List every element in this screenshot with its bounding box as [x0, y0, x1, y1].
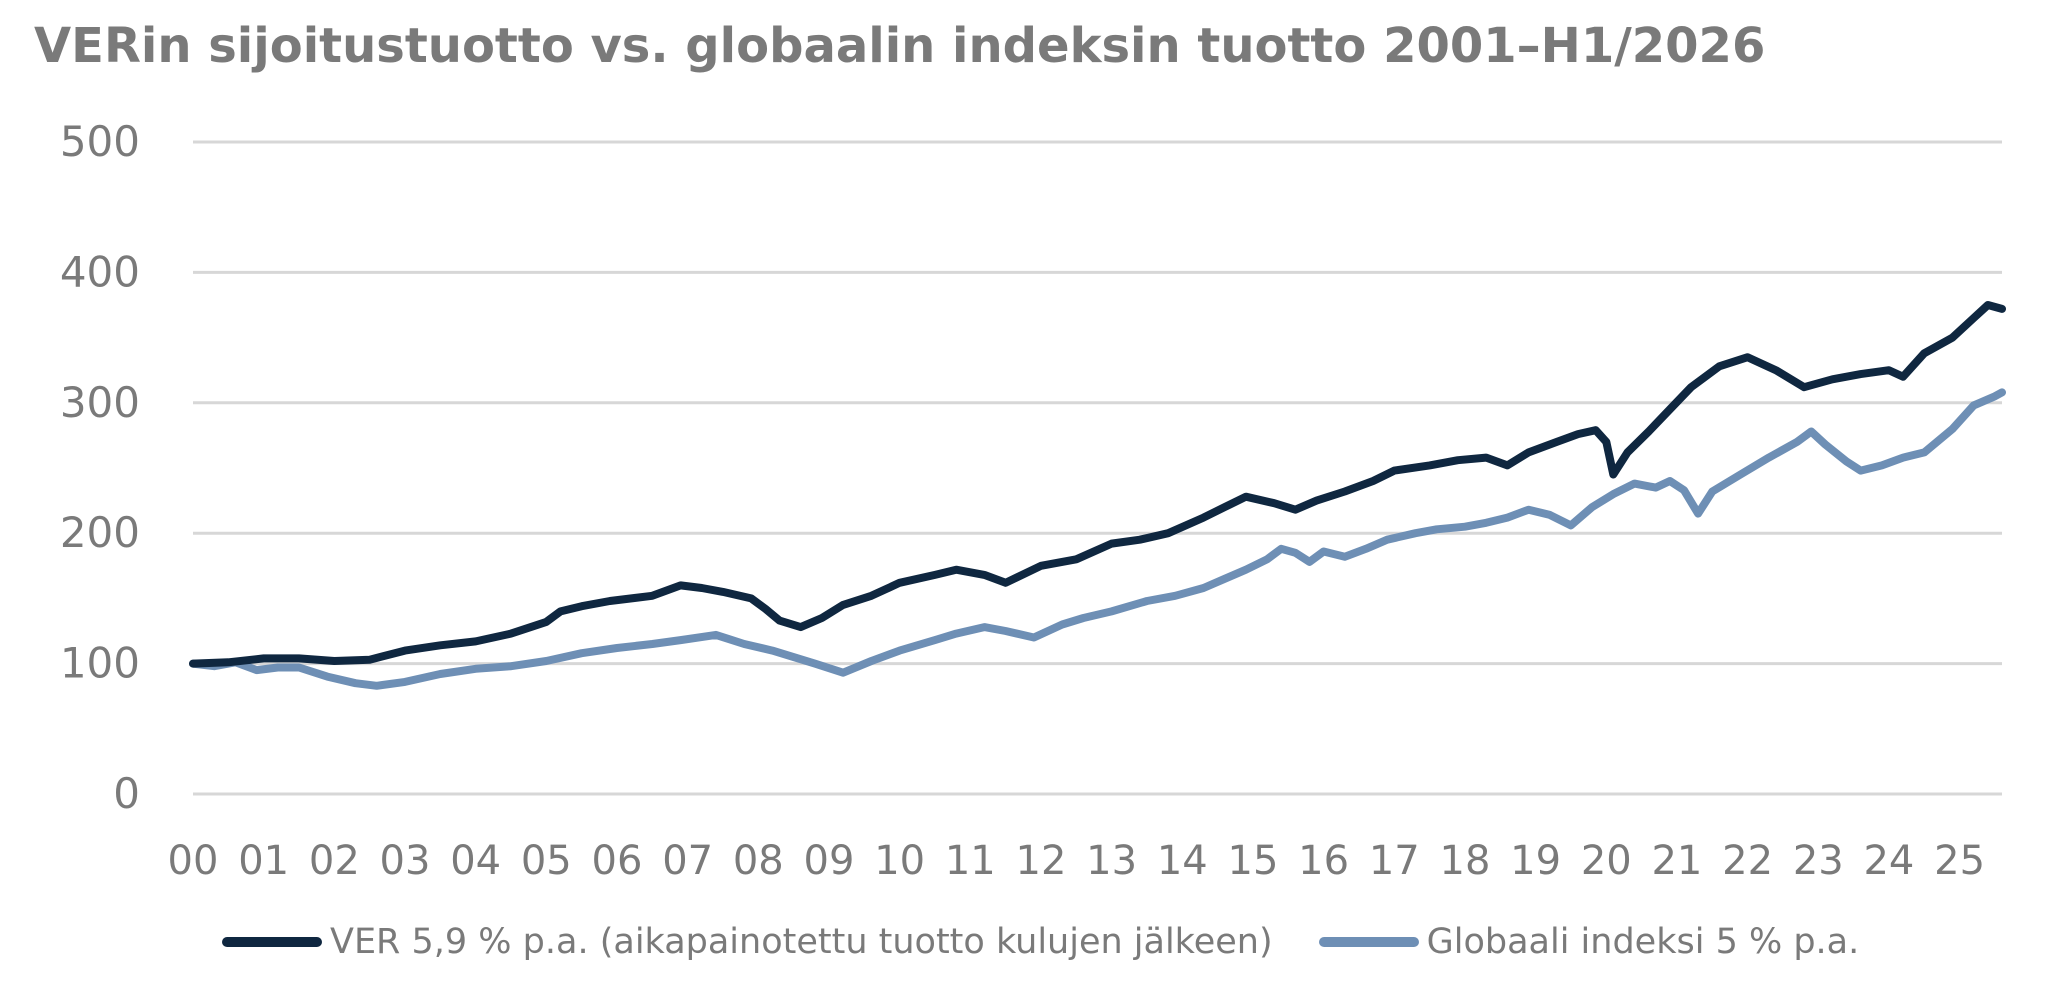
legend-label-ver: VER 5,9 % p.a. (aikapainotettu tuotto ku… [330, 922, 1273, 962]
x-tick-label: 24 [1863, 838, 1914, 884]
chart-title: VERin sijoitustuotto vs. globaalin indek… [34, 18, 1766, 74]
x-tick-label: 22 [1722, 838, 1773, 884]
x-tick-label: 03 [380, 838, 431, 884]
legend-swatch-index [1318, 937, 1419, 947]
x-tick-label: 01 [238, 838, 289, 884]
x-tick-label: 23 [1793, 838, 1844, 884]
y-tick-label: 0 [113, 769, 140, 818]
legend-swatch-ver [222, 937, 322, 947]
x-tick-label: 14 [1157, 838, 1208, 884]
x-tick-label: 20 [1581, 838, 1632, 884]
legend-item-ver: VER 5,9 % p.a. (aikapainotettu tuotto ku… [222, 922, 1273, 962]
y-tick-label: 100 [60, 639, 140, 688]
legend-label-index: Globaali indeksi 5 % p.a. [1426, 922, 1860, 962]
gridlines [193, 140, 2002, 796]
x-tick-label: 21 [1651, 838, 1702, 884]
x-axis-tick-labels: 00 01 02 03 04 05 06 07 08 09 10 11 12 13 14 15 16 17 18 19… [168, 838, 1986, 884]
x-tick-label: 16 [1298, 838, 1349, 884]
x-tick-label: 19 [1510, 838, 1561, 884]
x-tick-label: 25 [1934, 838, 1985, 884]
series-line-index [189, 388, 2006, 690]
legend-item-index: Globaali indeksi 5 % p.a. [1318, 922, 1860, 962]
x-tick-label: 04 [450, 838, 501, 884]
y-tick-label: 400 [60, 247, 140, 296]
x-tick-label: 00 [168, 838, 219, 884]
y-tick-label: 500 [60, 117, 140, 166]
x-tick-label: 11 [945, 838, 996, 884]
x-tick-label: 06 [592, 838, 643, 884]
x-tick-label: 10 [874, 838, 925, 884]
chart-legend: VER 5,9 % p.a. (aikapainotettu tuotto ku… [222, 922, 1905, 962]
y-tick-label: 300 [60, 378, 140, 427]
x-tick-label: 17 [1369, 838, 1420, 884]
x-tick-label: 13 [1086, 838, 1137, 884]
series-lines [189, 301, 2006, 690]
x-tick-label: 18 [1440, 838, 1491, 884]
x-tick-label: 09 [804, 838, 855, 884]
x-tick-label: 05 [521, 838, 572, 884]
x-tick-label: 12 [1016, 838, 1067, 884]
x-tick-label: 02 [309, 838, 360, 884]
y-axis-tick-labels: 0 100 200 300 400 500 [60, 117, 140, 818]
y-tick-label: 200 [60, 508, 140, 557]
x-tick-label: 08 [733, 838, 784, 884]
series-line-ver [189, 301, 2006, 668]
x-tick-label: 07 [662, 838, 713, 884]
x-tick-label: 15 [1228, 838, 1279, 884]
